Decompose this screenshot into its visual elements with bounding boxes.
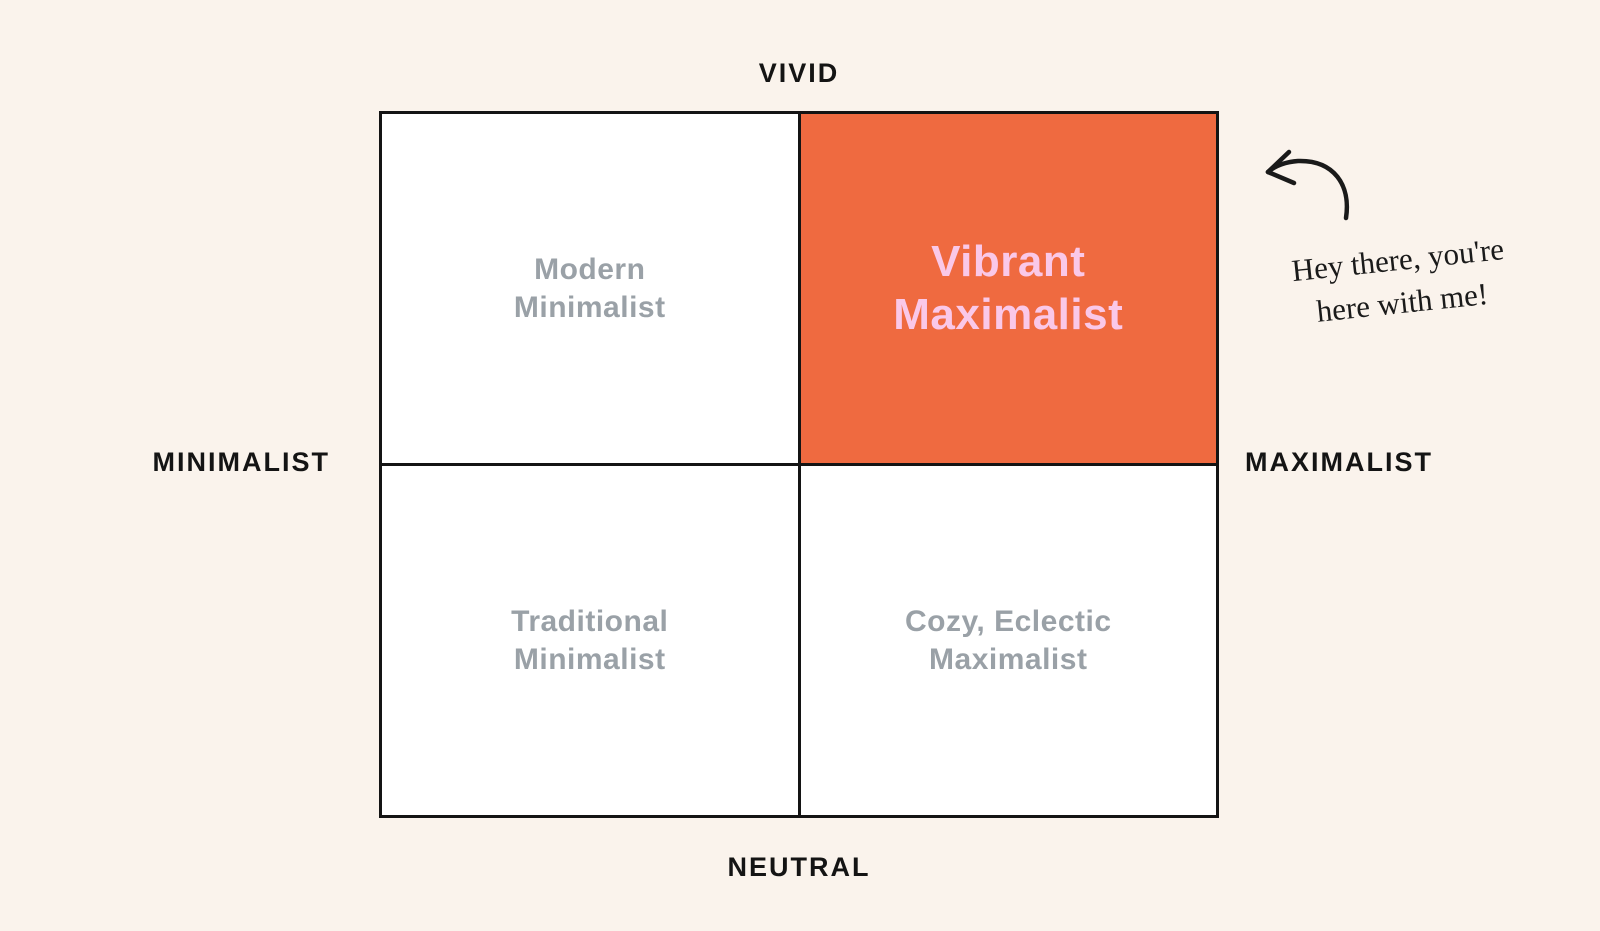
axis-label-bottom: NEUTRAL (727, 852, 871, 882)
axis-label-right: MAXIMALIST (1245, 447, 1433, 477)
quadrant-label-traditional-minimalist: Traditional Minimalist (511, 605, 669, 676)
quadrant-traditional-minimalist: Traditional Minimalist (382, 466, 798, 815)
quadrant-label-cozy-eclectic-maximalist: Cozy, Eclectic Maximalist (904, 605, 1112, 676)
quadrant-vibrant-maximalist: Vibrant Maximalist (800, 114, 1216, 463)
quadrant-label-vibrant-maximalist: Vibrant Maximalist (893, 236, 1124, 339)
quadrant-cozy-eclectic-maximalist: Cozy, Eclectic Maximalist (800, 466, 1216, 815)
quadrant-label-modern-minimalist: Modern Minimalist (513, 253, 666, 324)
quadrant-modern-minimalist: Modern Minimalist (382, 114, 798, 463)
quadrant-matrix: Modern Minimalist Vibrant Maximalist Tra… (379, 111, 1219, 818)
axis-label-top: VIVID (758, 58, 840, 88)
axis-label-left: MINIMALIST (152, 447, 330, 477)
curved-arrow-icon (1238, 140, 1363, 240)
